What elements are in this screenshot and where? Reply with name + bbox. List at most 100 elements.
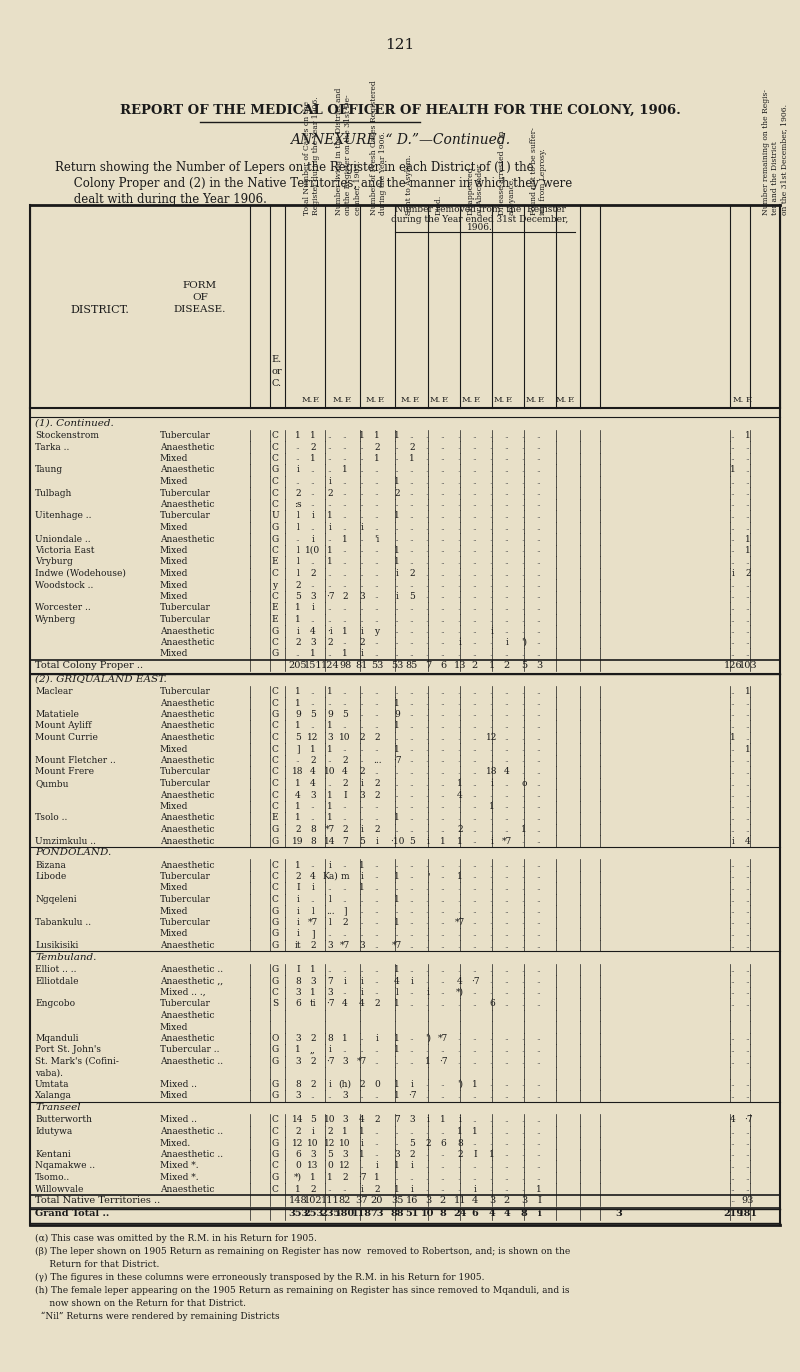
Text: “Nil” Returns were rendered by remaining Districts: “Nil” Returns were rendered by remaining… xyxy=(35,1312,280,1321)
Text: 10: 10 xyxy=(307,1139,318,1147)
Text: 1: 1 xyxy=(310,649,316,659)
Text: ..: .. xyxy=(746,814,750,822)
Text: ..: .. xyxy=(342,616,347,623)
Text: ..: .. xyxy=(441,1081,446,1088)
Text: 2: 2 xyxy=(295,488,301,498)
Text: Vryburg: Vryburg xyxy=(35,557,73,567)
Text: 12: 12 xyxy=(292,1139,304,1147)
Text: 1: 1 xyxy=(342,535,348,543)
Text: ..: .. xyxy=(394,907,399,915)
Text: ..: .. xyxy=(537,896,542,904)
Text: ..: .. xyxy=(505,779,510,788)
Text: Return for that District.: Return for that District. xyxy=(35,1259,159,1269)
Text: ..: .. xyxy=(410,803,414,811)
Text: ..: .. xyxy=(537,862,542,868)
Text: C: C xyxy=(271,745,278,753)
Text: ..: .. xyxy=(537,546,542,554)
Text: ..: .. xyxy=(426,593,430,601)
Text: ..: .. xyxy=(490,862,494,868)
Text: 1: 1 xyxy=(472,1080,478,1089)
Text: ..: .. xyxy=(522,768,526,777)
Text: 16: 16 xyxy=(406,1196,418,1205)
Text: ..: .. xyxy=(441,826,446,834)
Text: ..: .. xyxy=(374,546,379,554)
Text: E: E xyxy=(272,615,278,624)
Text: 4: 4 xyxy=(472,1196,478,1205)
Text: Mixed *.: Mixed *. xyxy=(160,1162,198,1170)
Text: U: U xyxy=(271,512,279,520)
Text: Tubercular: Tubercular xyxy=(160,999,211,1008)
Text: ..: .. xyxy=(374,604,379,612)
Text: ..: .. xyxy=(410,512,414,520)
Text: ..: .. xyxy=(730,756,735,764)
Text: 3: 3 xyxy=(342,1092,348,1100)
Text: Mixed: Mixed xyxy=(160,745,188,753)
Text: ..: .. xyxy=(730,488,735,497)
Text: ..: .. xyxy=(522,501,526,509)
Text: ..: .. xyxy=(426,604,430,612)
Text: Anaesthetic: Anaesthetic xyxy=(160,1011,214,1019)
Text: I: I xyxy=(296,884,300,893)
Text: 5: 5 xyxy=(359,837,365,845)
Text: 3: 3 xyxy=(394,1150,400,1159)
Text: *7: *7 xyxy=(325,825,335,834)
Text: 1: 1 xyxy=(472,1126,478,1136)
Text: i: i xyxy=(311,512,314,520)
Text: ..: .. xyxy=(458,884,462,892)
Text: ..: .. xyxy=(537,1058,542,1066)
Text: ..: .. xyxy=(522,1115,526,1124)
Text: ..: .. xyxy=(426,814,430,822)
Text: ..: .. xyxy=(360,1045,364,1054)
Text: ..: .. xyxy=(473,1092,478,1100)
Text: ..: .. xyxy=(473,650,478,659)
Text: ..: .. xyxy=(410,477,414,486)
Text: 1: 1 xyxy=(342,1034,348,1043)
Text: C: C xyxy=(271,1126,278,1136)
Text: ..: .. xyxy=(490,546,494,554)
Text: 82: 82 xyxy=(339,1196,351,1205)
Text: ..: .. xyxy=(522,546,526,554)
Text: ..: .. xyxy=(360,443,364,451)
Text: ..: .. xyxy=(746,1128,750,1136)
Text: Anaesthetic: Anaesthetic xyxy=(160,698,214,708)
Text: ..: .. xyxy=(310,722,315,730)
Text: Total Native Territories ..: Total Native Territories .. xyxy=(35,1196,160,1205)
Text: i: i xyxy=(458,1115,462,1125)
Text: Mount Ayliff: Mount Ayliff xyxy=(35,722,91,730)
Text: 4: 4 xyxy=(504,1210,510,1218)
Text: i: i xyxy=(361,523,363,532)
Text: 18: 18 xyxy=(486,767,498,777)
Text: ..: .. xyxy=(522,698,526,707)
Text: 88: 88 xyxy=(390,1210,404,1218)
Text: ..: .. xyxy=(537,593,542,601)
Text: ..: .. xyxy=(426,792,430,799)
Text: ..: .. xyxy=(410,687,414,696)
Text: i: i xyxy=(410,1162,414,1170)
Text: ..: .. xyxy=(490,432,494,439)
Text: ..: .. xyxy=(342,432,347,439)
Text: ..: .. xyxy=(374,488,379,497)
Text: ..: .. xyxy=(441,930,446,938)
Text: ..: .. xyxy=(490,477,494,486)
Text: 2: 2 xyxy=(342,591,348,601)
Text: 8: 8 xyxy=(310,837,316,845)
Text: ..: .. xyxy=(342,524,347,531)
Text: Anaesthetic: Anaesthetic xyxy=(160,709,214,719)
Text: ..: .. xyxy=(537,627,542,635)
Text: Mixed: Mixed xyxy=(160,649,188,659)
Text: Mixed: Mixed xyxy=(160,454,188,462)
Text: ..: .. xyxy=(374,558,379,567)
Text: ..: .. xyxy=(426,580,430,589)
Text: C: C xyxy=(271,698,278,708)
Text: ..: .. xyxy=(458,443,462,451)
Text: ..: .. xyxy=(505,977,510,985)
Text: 3: 3 xyxy=(616,1210,622,1218)
Text: ..: .. xyxy=(522,604,526,612)
Text: ..: .. xyxy=(490,1058,494,1066)
Text: ..: .. xyxy=(441,558,446,567)
Text: ..: .. xyxy=(505,546,510,554)
Text: ..: .. xyxy=(360,604,364,612)
Text: 2: 2 xyxy=(359,767,365,777)
Text: ..: .. xyxy=(458,512,462,520)
Text: ..: .. xyxy=(746,941,750,949)
